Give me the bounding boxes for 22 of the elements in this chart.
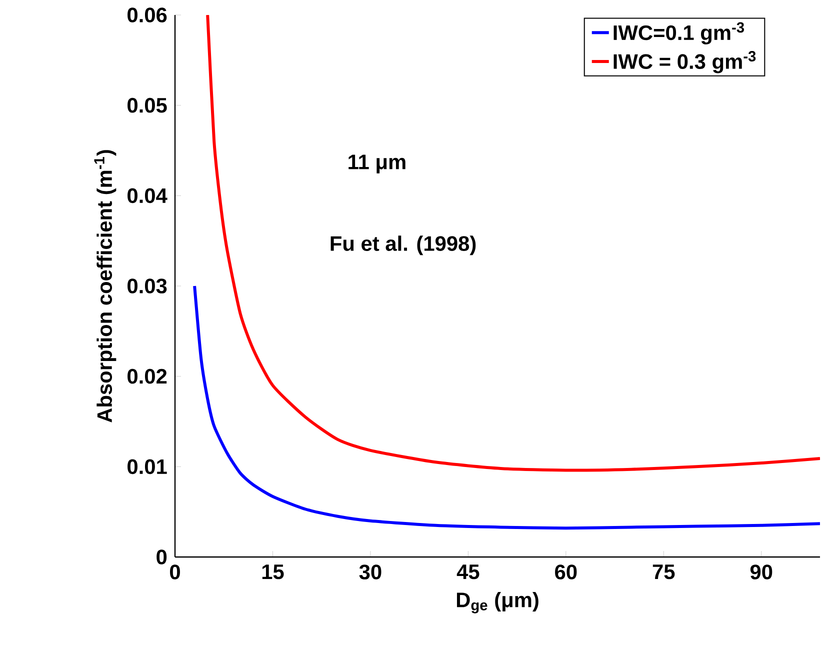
y-axis-title: Absorption coefficient (m$^{-1}$) [94,150,116,422]
y-tick-label: 0.02 [128,368,167,384]
line-series [193,284,820,530]
x-tick-label: 30 [359,564,382,580]
x-tick-label: 15 [262,564,284,580]
y-tick-label: 0.01 [128,459,167,474]
y-tick-label: 0.05 [128,98,167,113]
x-tick-label: 60 [555,564,577,580]
x-tick-label: 75 [652,564,675,580]
x-tick-label: 90 [750,564,772,580]
legend-label: IWC = 0.3 gm$^{-3}$ [614,51,756,74]
annotation: 11 μm [348,154,406,174]
annotation: Fu et al. (1998) [330,236,476,256]
x-tick-label: 0 [170,564,180,580]
y-tick-label: 0.06 [128,8,167,22]
y-tick-label: 0.04 [128,188,168,204]
line-series [206,15,820,472]
legend-label: IWC=0.1 gm$^{-3}$ [614,22,744,44]
y-tick-label: 0 [156,550,167,564]
y-tick-label: 0.03 [128,278,167,294]
x-tick-label: 45 [456,564,480,580]
x-axis-title: D$_{ge}$ (μm) [456,592,538,614]
